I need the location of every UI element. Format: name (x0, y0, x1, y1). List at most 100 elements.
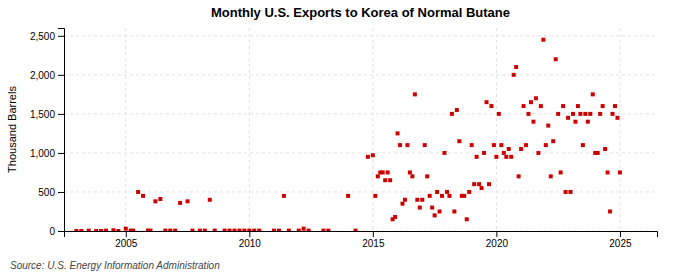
point (401, 202, 405, 206)
point (388, 178, 392, 182)
point (445, 190, 449, 194)
point (586, 120, 590, 124)
point (566, 116, 570, 120)
point (79, 229, 83, 231)
point (591, 92, 595, 96)
x-tick-label: 2015 (362, 238, 385, 249)
point (104, 229, 108, 231)
y-tick-mark (58, 153, 64, 154)
point (529, 100, 533, 104)
point (223, 229, 227, 231)
y-tick-mark (58, 36, 64, 37)
point (74, 229, 78, 231)
point (564, 190, 568, 194)
point (420, 198, 424, 202)
point (443, 151, 447, 155)
point (198, 229, 202, 231)
point (410, 174, 414, 178)
point (433, 213, 437, 217)
point (282, 194, 286, 198)
point (116, 229, 120, 231)
x-tick-mark (620, 231, 621, 237)
point (321, 229, 325, 231)
x-tick: 2020 (486, 231, 509, 249)
x-tick-mark (249, 231, 250, 237)
point (556, 112, 560, 116)
y-tick-mark (58, 192, 64, 193)
y-axis-line (58, 29, 65, 232)
x-axis-line (65, 232, 658, 238)
point (376, 174, 380, 178)
point (457, 139, 461, 143)
x-tick: 2015 (362, 231, 385, 249)
point (551, 139, 555, 143)
point (482, 151, 486, 155)
chart: 2005 2010 2015 2020 2025 0 500 1,000 1,500 2,000 2… (0, 0, 675, 275)
point (354, 229, 358, 231)
point (232, 229, 236, 231)
x-tick-label: 2010 (239, 238, 262, 249)
point (480, 186, 484, 190)
point (601, 104, 605, 108)
point (554, 57, 558, 61)
y-axis-title: Thousand Barrels (6, 86, 18, 173)
point (504, 155, 508, 159)
point (178, 201, 182, 205)
grid-line-y (64, 152, 657, 153)
point (615, 116, 619, 120)
point (492, 143, 496, 147)
point (425, 174, 429, 178)
y-axis: 0 500 1,000 1,500 2,000 2,500 (30, 29, 65, 237)
point (440, 194, 444, 198)
point (94, 229, 98, 231)
point (462, 194, 466, 198)
point (163, 229, 167, 231)
point (408, 170, 412, 174)
point (423, 143, 427, 147)
point (393, 215, 397, 219)
point (435, 190, 439, 194)
point (302, 227, 306, 231)
point (186, 199, 190, 203)
point (517, 174, 521, 178)
x-tick-label: 2020 (486, 238, 509, 249)
y-tick-label: 2,000 (30, 70, 55, 81)
point (507, 147, 511, 151)
point (124, 227, 128, 231)
point (596, 151, 600, 155)
x-axis: 2005 2010 2015 2020 2025 (65, 231, 658, 249)
x-tick: 2025 (609, 231, 632, 249)
point (569, 190, 573, 194)
point (87, 229, 91, 231)
point (514, 65, 518, 69)
y-tick: 2,500 (30, 31, 64, 42)
y-tick: 0 (49, 226, 64, 237)
point (247, 229, 251, 231)
point (522, 104, 526, 108)
y-tick: 1,500 (30, 109, 64, 120)
point (497, 112, 501, 116)
point (326, 229, 330, 231)
point (541, 38, 545, 42)
point (366, 155, 370, 159)
point (415, 198, 419, 202)
point (242, 229, 246, 231)
point (546, 124, 550, 128)
point (598, 112, 602, 116)
y-tick-mark (58, 75, 64, 76)
point (485, 100, 489, 104)
y-tick-label: 1,000 (30, 148, 55, 159)
x-tick-label: 2025 (609, 238, 632, 249)
x-tick-label: 2005 (115, 238, 138, 249)
point (581, 143, 585, 147)
point (608, 209, 612, 213)
y-tick: 500 (38, 187, 64, 198)
point (606, 170, 610, 174)
point (252, 229, 256, 231)
point (477, 182, 481, 186)
point (450, 112, 454, 116)
point (489, 104, 493, 108)
point (403, 198, 407, 202)
point (277, 229, 281, 231)
x-tick: 2010 (239, 231, 262, 249)
